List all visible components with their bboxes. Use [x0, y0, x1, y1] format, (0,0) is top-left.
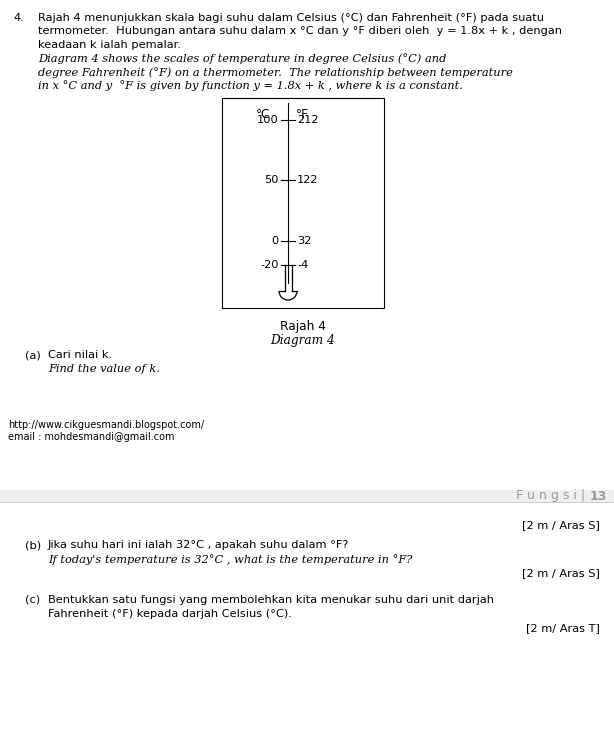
Text: Jika suhu hari ini ialah 32°C , apakah suhu dalam °F?: Jika suhu hari ini ialah 32°C , apakah s… — [48, 540, 349, 550]
Bar — [0, 490, 614, 502]
Text: http://www.cikguesmandi.blogspot.com/: http://www.cikguesmandi.blogspot.com/ — [8, 420, 204, 430]
Text: Bentukkan satu fungsi yang membolehkan kita menukar suhu dari unit darjah: Bentukkan satu fungsi yang membolehkan k… — [48, 595, 494, 605]
Text: (b): (b) — [25, 540, 41, 550]
Text: 100: 100 — [257, 115, 279, 125]
Text: Cari nilai k.: Cari nilai k. — [48, 350, 112, 360]
Text: Find the value of k.: Find the value of k. — [48, 364, 160, 374]
Text: 212: 212 — [297, 115, 319, 125]
Text: 32: 32 — [297, 236, 311, 246]
Text: If today's temperature is 32°C , what is the temperature in °F?: If today's temperature is 32°C , what is… — [48, 554, 413, 565]
Text: 50: 50 — [265, 175, 279, 185]
Text: termometer.  Hubungan antara suhu dalam x °C dan y °F diberi oleh  y = 1.8x + k : termometer. Hubungan antara suhu dalam x… — [38, 26, 562, 37]
Bar — [222, 98, 384, 308]
Text: Diagram 4 shows the scales of temperature in degree Celsius (°C) and: Diagram 4 shows the scales of temperatur… — [38, 54, 446, 65]
Text: -4: -4 — [297, 260, 308, 270]
Text: Fahrenheit (°F) kepada darjah Celsius (°C).: Fahrenheit (°F) kepada darjah Celsius (°… — [48, 609, 292, 619]
Text: degree Fahrenheit (°F) on a thermometer.  The relationship between temperature: degree Fahrenheit (°F) on a thermometer.… — [38, 67, 513, 78]
Text: Rajah 4 menunjukkan skala bagi suhu dalam Celsius (°C) dan Fahrenheit (°F) pada : Rajah 4 menunjukkan skala bagi suhu dala… — [38, 13, 544, 23]
Text: °C: °C — [255, 108, 270, 121]
Text: 13: 13 — [589, 490, 607, 503]
Text: in x °C and y  °F is given by function y = 1.8x + k , where k is a constant.: in x °C and y °F is given by function y … — [38, 81, 463, 92]
Text: 122: 122 — [297, 175, 319, 185]
Text: keadaan k ialah pemalar.: keadaan k ialah pemalar. — [38, 40, 181, 50]
Text: °F: °F — [296, 108, 309, 121]
Text: [2 m / Aras S]: [2 m / Aras S] — [522, 568, 600, 578]
Text: 0: 0 — [272, 236, 279, 246]
Text: Rajah 4: Rajah 4 — [280, 320, 326, 333]
Text: email : mohdesmandi@gmail.com: email : mohdesmandi@gmail.com — [8, 432, 174, 442]
Text: [2 m/ Aras T]: [2 m/ Aras T] — [526, 623, 600, 633]
Text: (a): (a) — [25, 350, 41, 360]
Text: Diagram 4: Diagram 4 — [271, 334, 335, 347]
Text: 4.: 4. — [14, 13, 25, 23]
Text: -20: -20 — [260, 260, 279, 270]
Text: F u n g s i |: F u n g s i | — [516, 490, 585, 503]
Text: [2 m / Aras S]: [2 m / Aras S] — [522, 520, 600, 530]
Text: (c): (c) — [25, 595, 40, 605]
